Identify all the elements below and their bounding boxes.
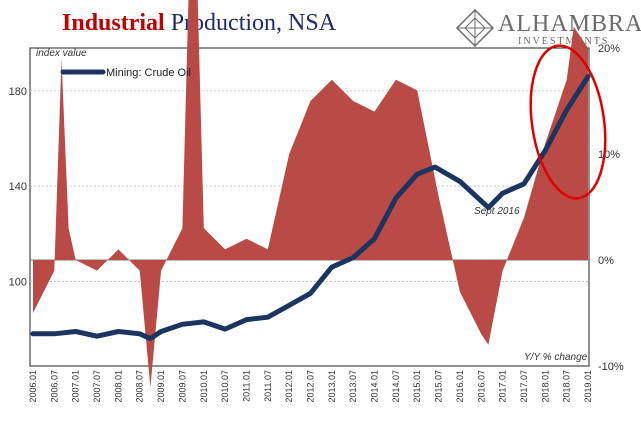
- right-axis-label: Y/Y % change: [524, 352, 588, 363]
- x-tick-label: 2013.01: [327, 370, 337, 403]
- x-tick-label: 2017.01: [498, 370, 508, 403]
- x-tick-label: 2018.01: [540, 370, 550, 403]
- x-tick-label: 2016.07: [476, 370, 486, 403]
- x-tick-label: 2014.01: [370, 370, 380, 403]
- x-tick-label: 2009.07: [177, 370, 187, 403]
- x-tick-label: 2011.01: [242, 370, 252, 402]
- x-tick-label: 2016.01: [455, 370, 465, 403]
- left-axis-label: index value: [36, 48, 87, 59]
- right-tick-label: 20%: [598, 43, 620, 55]
- highlight-ellipse: [529, 44, 607, 200]
- right-tick-label: 0%: [598, 255, 614, 267]
- x-tick-label: 2012.07: [306, 370, 316, 403]
- right-tick-label: -10%: [598, 361, 624, 373]
- x-tick-label: 2019.01: [583, 370, 593, 403]
- chart-title: Industrial Production, NSA: [62, 10, 337, 36]
- x-tick-label: 2018.07: [562, 370, 572, 403]
- left-tick-label: 100: [9, 276, 27, 288]
- x-tick-label: 2006.07: [49, 370, 59, 403]
- plot-frame: [29, 47, 590, 367]
- left-axis-ticks: 100 140 180: [9, 86, 27, 289]
- left-tick-label: 140: [9, 181, 27, 193]
- sept-2016-annotation: Sept 2016: [474, 206, 520, 217]
- alhambra-logo-icon: [455, 8, 495, 48]
- x-tick-label: 2009.01: [156, 370, 166, 403]
- x-tick-label: 2010.07: [220, 370, 230, 403]
- chart-title-part1: Industrial: [62, 10, 165, 36]
- x-tick-label: 2008.07: [135, 370, 145, 403]
- x-tick-label: 2006.01: [28, 370, 38, 403]
- x-axis-ticks: 2006.01 2006.07 2007.01 2007.07 2008.01 2008.…: [28, 370, 593, 403]
- x-tick-label: 2007.07: [92, 370, 102, 403]
- x-tick-label: 2008.01: [113, 370, 123, 403]
- x-tick-label: 2007.01: [71, 370, 81, 403]
- x-tick-label: 2013.07: [348, 370, 358, 403]
- x-tick-label: 2012.01: [284, 370, 294, 403]
- legend: Mining: Crude Oil: [60, 67, 191, 79]
- legend-label: Mining: Crude Oil: [106, 67, 191, 79]
- right-axis-ticks: 20% 10% 0% -10%: [598, 43, 624, 373]
- logo-sub: INVESTMENTS: [518, 36, 609, 47]
- x-tick-label: 2014.07: [391, 370, 401, 403]
- yoy-change-area: [33, 0, 588, 388]
- logo-name: ALHAMBRA: [498, 11, 641, 37]
- x-tick-label: 2011.07: [263, 370, 273, 402]
- x-tick-label: 2010.01: [199, 370, 209, 403]
- right-tick-label: 10%: [598, 149, 620, 161]
- x-tick-label: 2015.07: [434, 370, 444, 403]
- left-tick-label: 180: [9, 86, 27, 98]
- x-tick-label: 2015.01: [412, 370, 422, 403]
- crude-oil-line: [30, 74, 591, 342]
- x-tick-label: 2017.07: [519, 370, 529, 403]
